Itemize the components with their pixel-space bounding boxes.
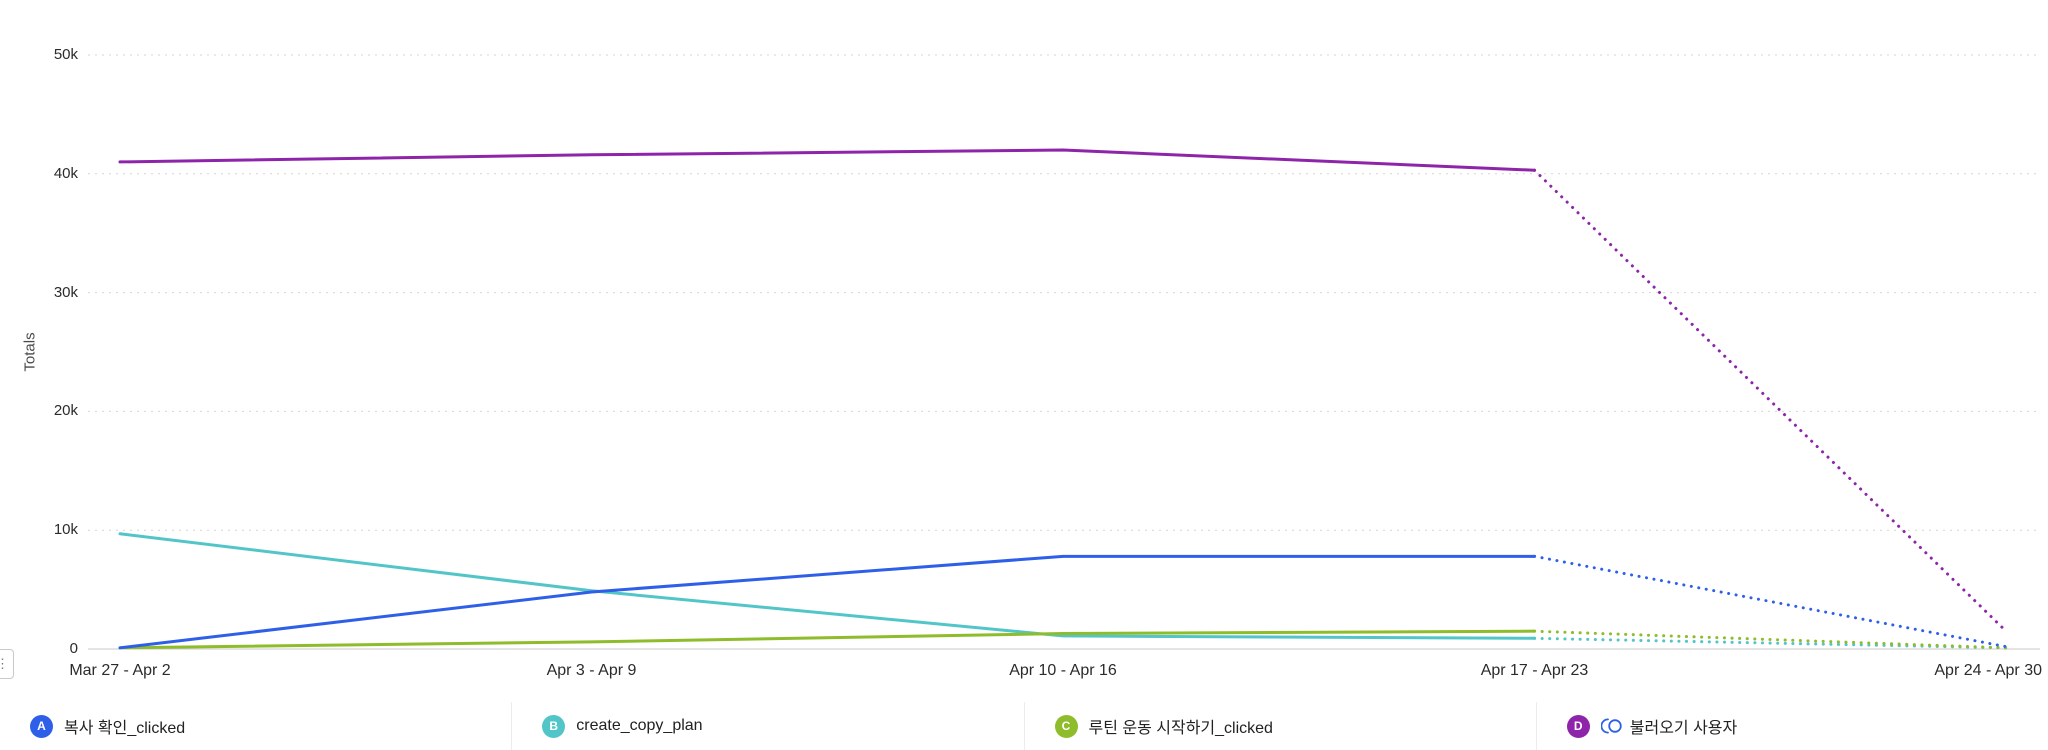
- legend-item-b[interactable]: B create_copy_plan: [511, 702, 1023, 750]
- x-tick-label: Apr 10 - Apr 16: [1009, 662, 1117, 679]
- y-tick-label: 20k: [53, 402, 78, 420]
- y-tick-label: 40k: [53, 164, 78, 182]
- x-tick-label: Apr 17 - Apr 23: [1480, 662, 1589, 679]
- y-tick-label: 10k: [53, 521, 78, 539]
- series-d-label: 불러오기 사용자: [1629, 720, 1738, 737]
- series-a-label: 복사 확인_clicked: [64, 720, 186, 737]
- legend-item-c[interactable]: C 루틴 운동 시작하기_clicked: [1023, 702, 1536, 750]
- series-c-badge: C: [1054, 714, 1078, 738]
- legend-item-d[interactable]: D 불러오기 사용자: [1535, 702, 2048, 750]
- x-tick-label: Apr 24 - Apr 30: [1934, 662, 2042, 679]
- series-c-label: 루틴 운동 시작하기_clicked: [1088, 720, 1273, 737]
- series-b-badge: B: [542, 714, 566, 738]
- legend-item-a[interactable]: A 복사 확인_clicked: [0, 702, 511, 750]
- dots-icon: ⋮: [0, 656, 9, 671]
- cohort-icon: [1600, 718, 1622, 734]
- legend: A 복사 확인_clicked B create_copy_plan C 루틴 …: [0, 702, 2048, 750]
- series-b-label: create_copy_plan: [576, 717, 703, 734]
- y-tick-label: 0: [69, 640, 78, 657]
- chart-tools-button[interactable]: ⋮: [0, 649, 14, 679]
- y-tick-label: 30k: [53, 283, 78, 301]
- y-axis-title: Totals: [21, 332, 39, 372]
- y-tick-label: 50k: [53, 46, 78, 63]
- series-a-badge: A: [30, 714, 53, 738]
- x-tick-label: Apr 3 - Apr 9: [546, 662, 637, 679]
- x-tick-label: Mar 27 - Apr 2: [69, 662, 171, 679]
- series-d-badge: D: [1566, 714, 1590, 738]
